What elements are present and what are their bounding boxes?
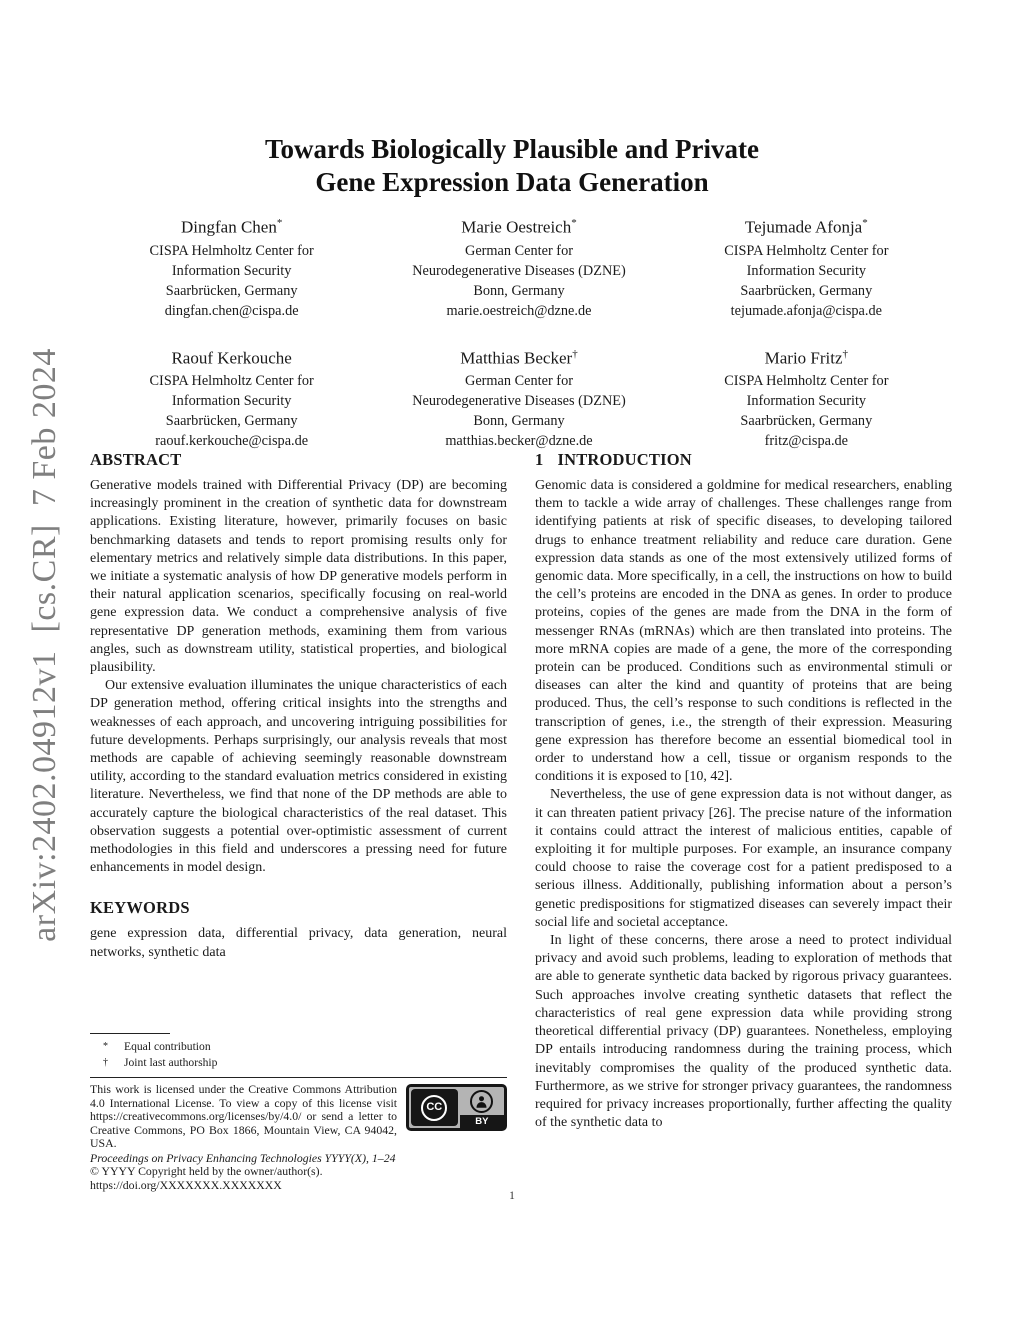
author-location: Saarbrücken, Germany xyxy=(165,413,298,430)
dagger-marker: † xyxy=(103,1056,108,1068)
cc-attribution: BY xyxy=(459,1087,504,1128)
author-location: Saarbrücken, Germany xyxy=(165,282,298,299)
author-block-raouf-kerkouche: Raouf Kerkouche CISPA Helmholtz Center f… xyxy=(88,343,375,452)
doi-link[interactable]: https://doi.org/XXXXXXX.XXXXXXX xyxy=(90,1177,282,1192)
paper-title: Towards Biologically Plausible and Priva… xyxy=(0,133,1024,199)
authors-grid: Dingfan Chen* CISPA Helmholtz Center for… xyxy=(88,212,950,451)
author-block-dingfan-chen: Dingfan Chen* CISPA Helmholtz Center for… xyxy=(88,212,375,321)
author-email: marie.oestreich@dzne.de xyxy=(446,302,592,319)
author-block-matthias-becker: Matthias Becker† German Center for Neuro… xyxy=(375,343,662,452)
author-location: Bonn, Germany xyxy=(473,413,565,430)
author-block-tejumade-afonja: Tejumade Afonja* CISPA Helmholtz Center … xyxy=(663,212,950,321)
keywords-heading: KEYWORDS xyxy=(90,898,190,918)
equal-contribution-marker: * xyxy=(862,217,868,229)
keywords-text: gene expression data, differential priva… xyxy=(90,926,507,960)
intro-paragraph-3: In light of these concerns, there arose … xyxy=(535,933,952,1131)
author-location: Bonn, Germany xyxy=(473,282,565,299)
proceedings-line: Proceedings on Privacy Enhancing Technol… xyxy=(90,1150,396,1165)
equal-contribution-marker: * xyxy=(276,217,283,229)
author-email: matthias.becker@dzne.de xyxy=(445,433,593,450)
abstract-paragraph-2: Our extensive evaluation illuminates the… xyxy=(90,678,507,876)
author-location: Saarbrücken, Germany xyxy=(740,282,873,299)
author-name: Raouf Kerkouche xyxy=(171,348,292,368)
paper-body: ABSTRACT Generative models trained with … xyxy=(90,450,952,1192)
footnote-area: * Equal contribution † Joint last author… xyxy=(90,1033,507,1192)
author-name: Matthias Becker† xyxy=(460,347,578,368)
abstract-paragraph-1: Generative models trained with Different… xyxy=(90,478,507,676)
author-affiliation: CISPA Helmholtz Center for xyxy=(724,373,889,390)
intro-paragraph-2: Nevertheless, the use of gene expression… xyxy=(535,787,952,930)
equal-contribution-marker: * xyxy=(571,217,577,229)
intro-paragraph-1: Genomic data is considered a goldmine fo… xyxy=(535,478,952,785)
author-name: Dingfan Chen* xyxy=(180,217,283,237)
author-affiliation: Information Security xyxy=(171,262,292,279)
author-name: Mario Fritz† xyxy=(764,347,849,368)
arxiv-watermark: arXiv:2402.04912v1 [cs.CR] 7 Feb 2024 xyxy=(26,348,63,942)
introduction-heading: 1 INTRODUCTION xyxy=(535,450,692,469)
author-name: Marie Oestreich* xyxy=(461,217,577,237)
abstract-heading: ABSTRACT xyxy=(90,450,182,469)
asterisk-marker: * xyxy=(103,1041,108,1052)
cc-by-license-badge: CC BY xyxy=(406,1084,507,1131)
right-column: 1 INTRODUCTION Genomic data is considered… xyxy=(535,450,952,1192)
joint-last-authorship-marker: † xyxy=(842,347,849,360)
author-email: dingfan.chen@cispa.de xyxy=(164,302,299,319)
by-label: BY xyxy=(459,1115,504,1128)
author-affiliation: Information Security xyxy=(746,393,867,410)
author-affiliation: German Center for xyxy=(465,373,573,390)
author-affiliation: Information Security xyxy=(171,393,292,410)
page-number: 1 xyxy=(509,1190,515,1202)
section-number: 1 xyxy=(535,450,544,469)
license-text: This work is licensed under the Creative… xyxy=(90,1082,397,1150)
footnote-equal-contribution: * Equal contribution xyxy=(90,1039,507,1055)
footnote-joint-authorship: † Joint last authorship xyxy=(90,1055,507,1071)
author-location: Saarbrücken, Germany xyxy=(740,413,873,430)
author-block-marie-oestreich: Marie Oestreich* German Center for Neuro… xyxy=(375,212,662,321)
divider-rule xyxy=(90,1077,507,1078)
author-email: fritz@cispa.de xyxy=(764,433,849,450)
author-affiliation: CISPA Helmholtz Center for xyxy=(149,373,314,390)
author-affiliation: Neurodegenerative Diseases (DZNE) xyxy=(412,393,626,410)
paper-title-line1: Towards Biologically Plausible and Priva… xyxy=(264,134,760,164)
author-affiliation: Information Security xyxy=(746,262,867,279)
author-block-mario-fritz: Mario Fritz† CISPA Helmholtz Center for … xyxy=(663,343,950,452)
footnote-rule xyxy=(90,1033,170,1034)
author-affiliation: Neurodegenerative Diseases (DZNE) xyxy=(412,262,626,279)
author-email: tejumade.afonja@cispa.de xyxy=(730,302,882,319)
title-block: Towards Biologically Plausible and Priva… xyxy=(0,133,1024,199)
copyright-line: © YYYY Copyright held by the owner/autho… xyxy=(90,1164,323,1178)
cc-logo: CC xyxy=(411,1089,458,1126)
cc-icon: CC xyxy=(421,1094,448,1121)
person-icon xyxy=(470,1090,494,1113)
author-affiliation: CISPA Helmholtz Center for xyxy=(724,242,889,259)
joint-last-authorship-marker: † xyxy=(572,347,578,360)
paper-title-line2: Gene Expression Data Generation xyxy=(315,167,709,197)
author-email: raouf.kerkouche@cispa.de xyxy=(155,433,309,450)
author-affiliation: German Center for xyxy=(465,242,573,259)
author-name: Tejumade Afonja* xyxy=(744,217,868,237)
author-affiliation: CISPA Helmholtz Center for xyxy=(149,242,314,259)
license-block: CC BY This work is licensed under the Cr… xyxy=(90,1082,507,1151)
left-column: ABSTRACT Generative models trained with … xyxy=(90,450,507,1192)
